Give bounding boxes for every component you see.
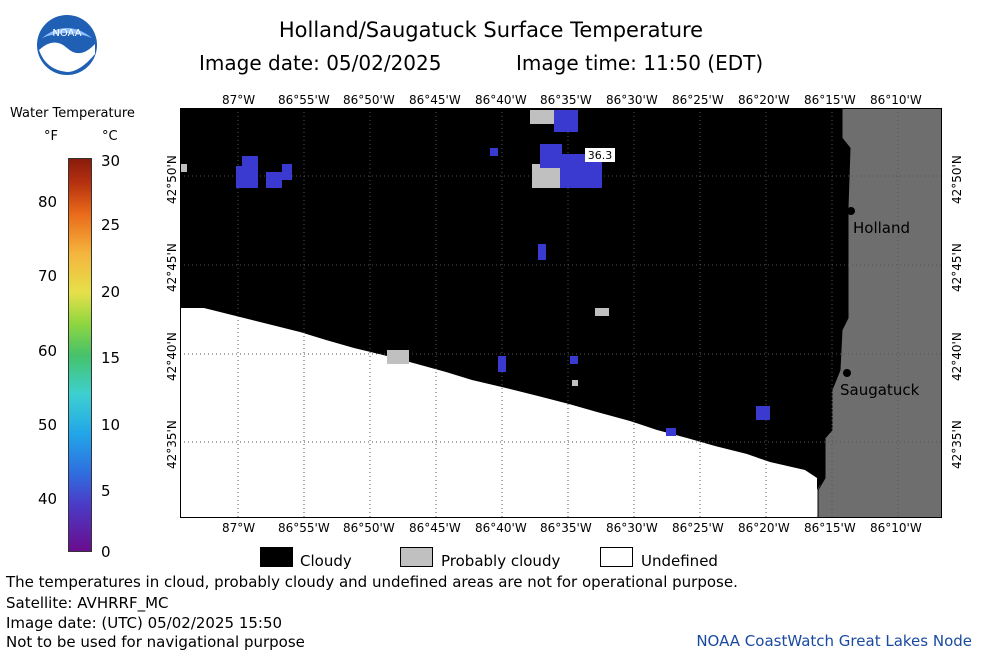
lon-label-top: 86°25'W: [672, 93, 724, 107]
lat-label-left: 42°50'N: [165, 155, 179, 204]
logo-text: NOAA: [52, 28, 81, 39]
f-tick: 80: [38, 193, 58, 211]
lon-label-top: 87°W: [222, 93, 256, 107]
legend-cloudy-swatch: [260, 547, 293, 567]
satellite-line: Satellite: AVHRRF_MC: [6, 594, 169, 612]
lon-label-top: 86°10'W: [870, 93, 922, 107]
map-panel: 36.3: [180, 108, 942, 518]
lon-label-top: 86°15'W: [804, 93, 856, 107]
map-frame: [180, 108, 942, 518]
legend-probably-cloudy-swatch: [400, 547, 433, 567]
lat-label-right: 42°35'N: [950, 420, 964, 469]
lon-label-bottom: 86°10'W: [870, 521, 922, 535]
lon-label-top: 86°40'W: [475, 93, 527, 107]
c-tick: 15: [101, 349, 121, 367]
f-tick: 60: [38, 342, 58, 360]
value-label-box: [585, 148, 615, 162]
lon-label-top: 86°20'W: [738, 93, 790, 107]
f-tick: 70: [38, 267, 58, 285]
c-tick: 20: [101, 283, 121, 301]
c-tick: 5: [101, 482, 111, 500]
navigation-disclaimer: Not to be used for navigational purpose: [6, 633, 305, 651]
legend-probably-cloudy-label: Probably cloudy: [441, 552, 561, 570]
lat-label-left: 42°40'N: [165, 332, 179, 381]
disclaimer-line: The temperatures in cloud, probably clou…: [6, 573, 738, 591]
lon-label-top: 86°35'W: [540, 93, 592, 107]
value-label: 36.3: [588, 149, 613, 162]
cloud-area: [180, 108, 850, 490]
c-tick: 0: [101, 543, 111, 561]
holland-label: Holland: [853, 219, 911, 237]
lon-label-bottom: 86°15'W: [804, 521, 856, 535]
lon-label-bottom: 86°20'W: [738, 521, 790, 535]
noaa-logo: NOAA: [36, 14, 98, 76]
lon-label-bottom: 86°40'W: [475, 521, 527, 535]
lon-label-top: 86°30'W: [606, 93, 658, 107]
f-tick: 50: [38, 416, 58, 434]
lat-label-left: 42°45'N: [165, 243, 179, 292]
legend-undefined-swatch: [600, 547, 633, 567]
lon-label-top: 86°50'W: [343, 93, 395, 107]
saugatuck-label: Saugatuck: [840, 381, 920, 399]
utc-date-line: Image date: (UTC) 05/02/2025 15:50: [6, 614, 283, 632]
lon-label-bottom: 86°50'W: [343, 521, 395, 535]
lon-label-bottom: 86°55'W: [278, 521, 330, 535]
lon-label-top: 86°55'W: [278, 93, 330, 107]
c-tick: 25: [101, 216, 121, 234]
c-tick: 30: [101, 152, 121, 170]
image-date: Image date: 05/02/2025: [199, 51, 442, 75]
c-tick: 10: [101, 416, 121, 434]
lat-label-right: 42°40'N: [950, 332, 964, 381]
unit-celsius: °C: [102, 129, 118, 144]
colorbar-title: Water Temperature: [10, 106, 135, 121]
lon-label-top: 86°45'W: [409, 93, 461, 107]
lon-label-bottom: 86°30'W: [606, 521, 658, 535]
lon-label-bottom: 87°W: [222, 521, 256, 535]
lat-label-left: 42°35'N: [165, 420, 179, 469]
f-tick: 40: [38, 490, 58, 508]
lon-label-bottom: 86°35'W: [540, 521, 592, 535]
lon-label-bottom: 86°45'W: [409, 521, 461, 535]
unit-fahrenheit: °F: [44, 129, 58, 144]
node-credit: NOAA CoastWatch Great Lakes Node: [696, 632, 972, 650]
lat-label-right: 42°50'N: [950, 155, 964, 204]
legend-cloudy-label: Cloudy: [300, 552, 352, 570]
image-time: Image time: 11:50 (EDT): [516, 51, 764, 75]
holland-marker: [847, 207, 855, 215]
lon-label-bottom: 86°25'W: [672, 521, 724, 535]
colorbar: [68, 158, 92, 552]
page-title: Holland/Saugatuck Surface Temperature: [278, 18, 704, 42]
legend-undefined-label: Undefined: [641, 552, 718, 570]
lat-label-right: 42°45'N: [950, 243, 964, 292]
saugatuck-marker: [843, 369, 851, 377]
